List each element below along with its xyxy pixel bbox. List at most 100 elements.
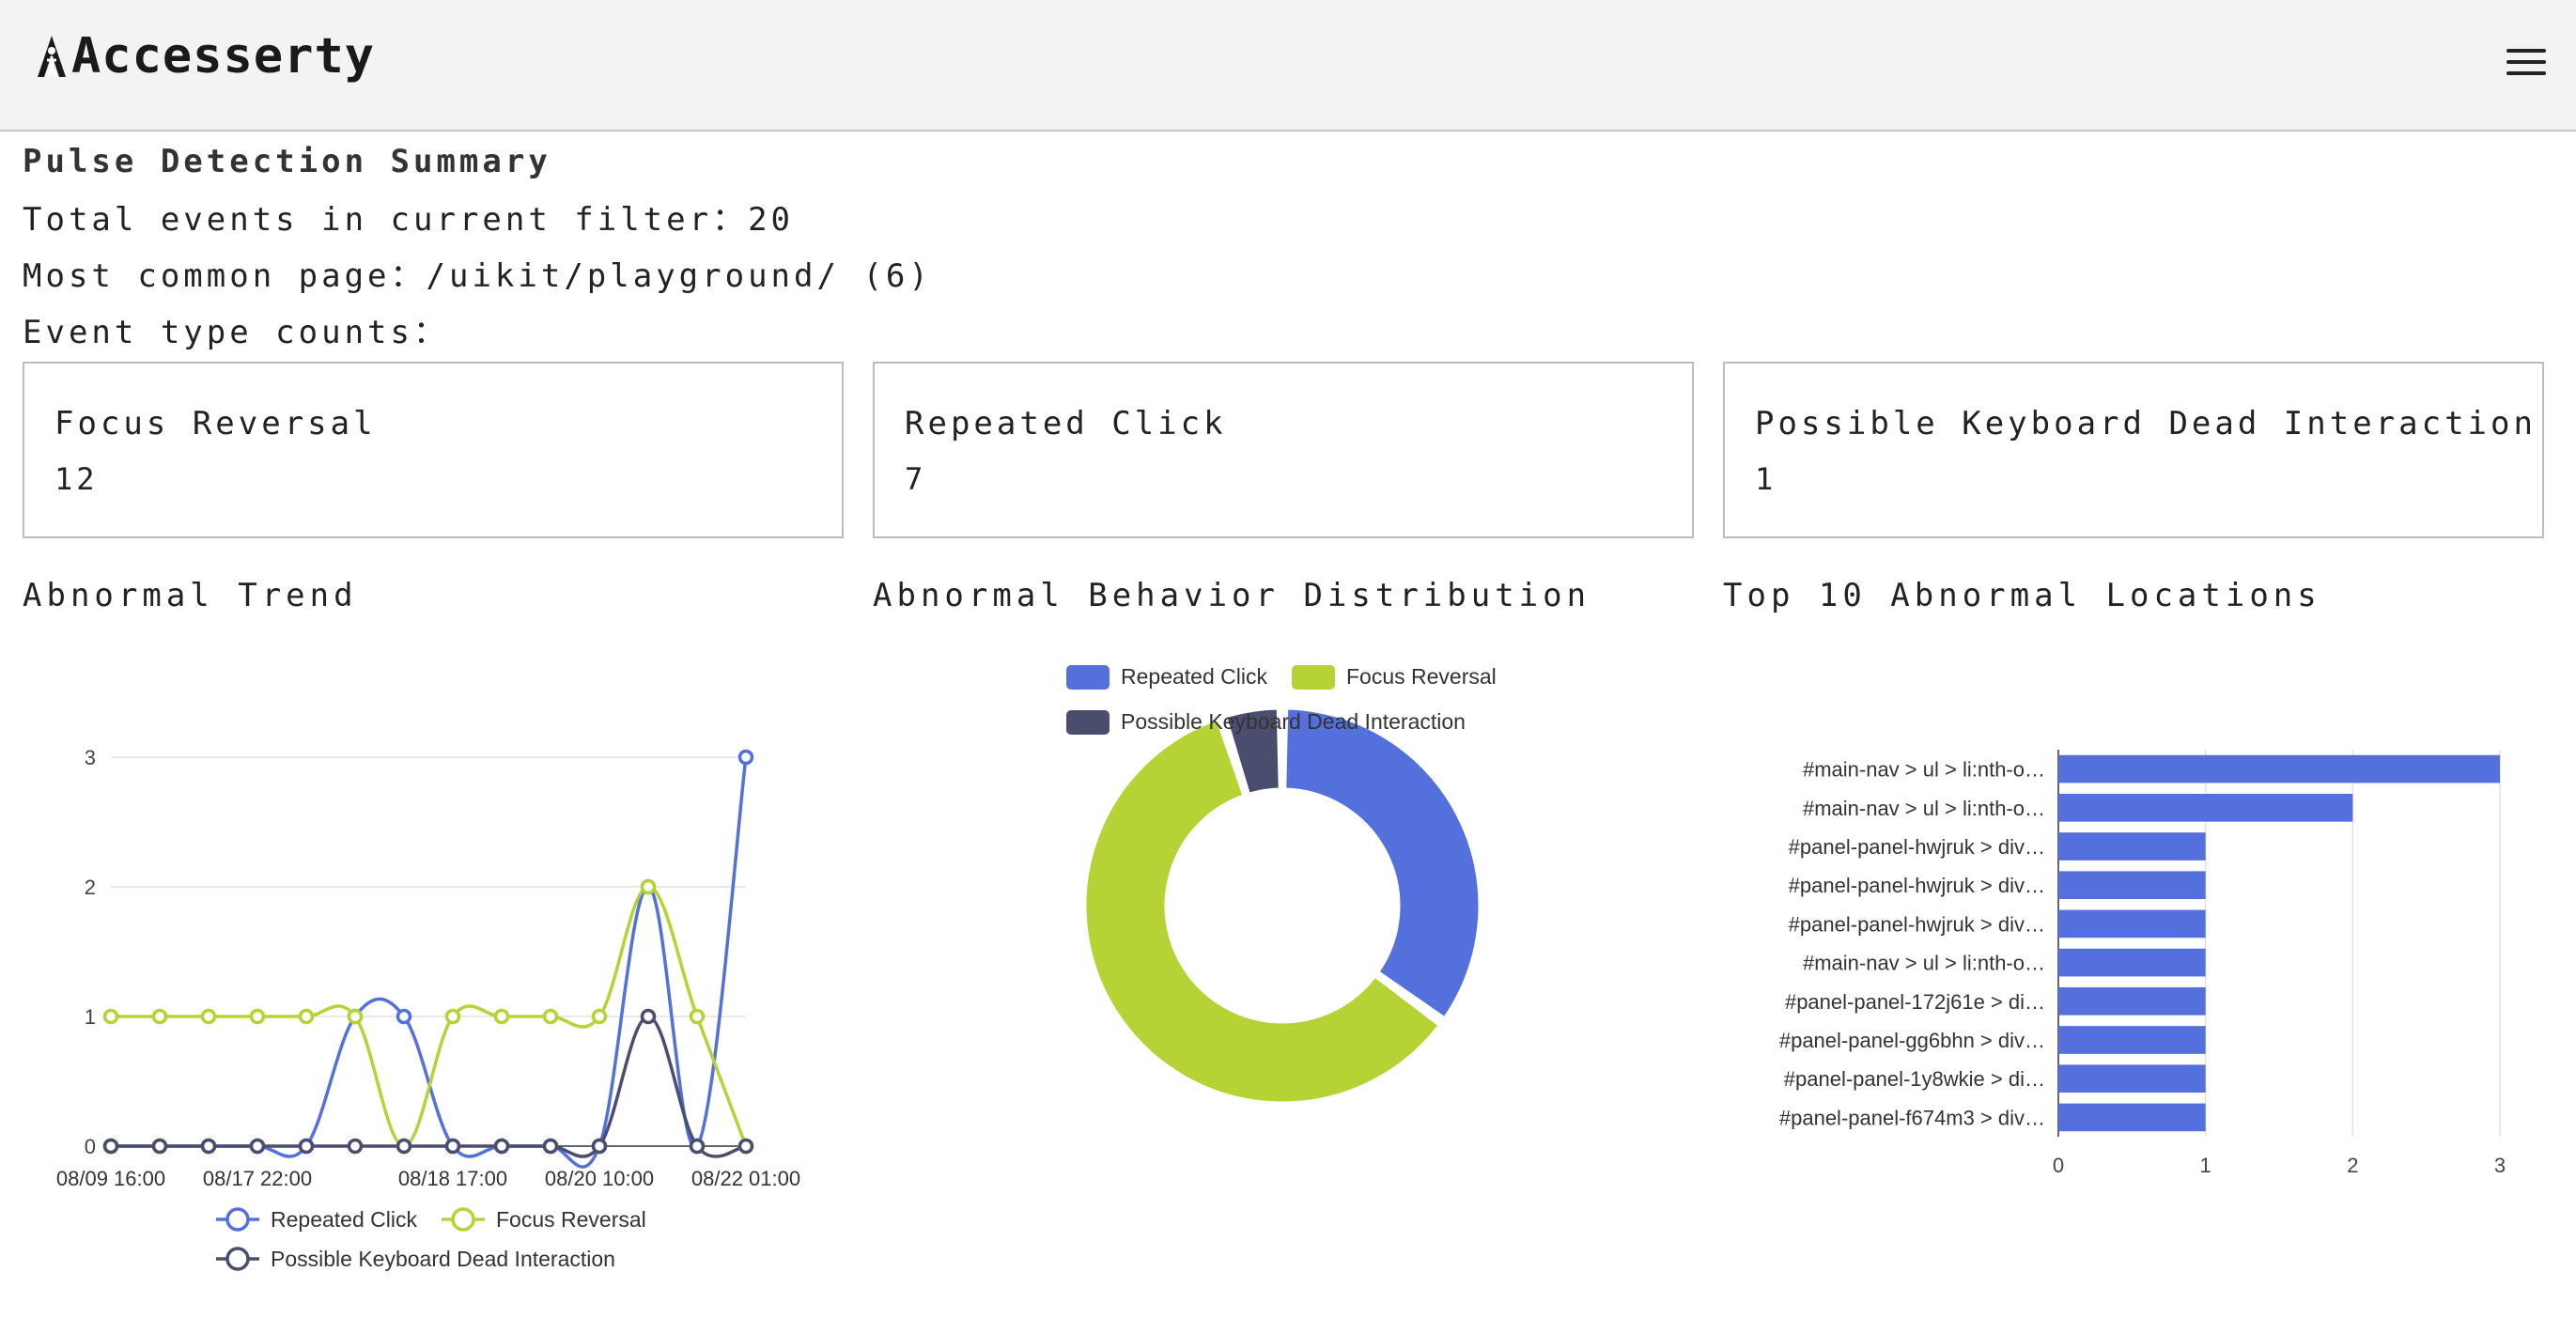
x-tick-label: 08/09 16:00: [56, 1167, 165, 1190]
legend-label[interactable]: Repeated Click: [271, 1207, 417, 1232]
y-category-label: #panel-panel-hwjruk > div…: [1789, 874, 2045, 897]
pie-slice[interactable]: [1224, 706, 1281, 796]
data-point[interactable]: [493, 1008, 510, 1025]
pulse-detection-summary: Pulse Detection Summary Total events in …: [23, 143, 932, 363]
y-category-label: #main-nav > ul > li:nth-o…: [1803, 952, 2045, 975]
legend-label[interactable]: Focus Reversal: [1346, 664, 1497, 689]
summary-title: Pulse Detection Summary: [23, 143, 551, 180]
data-point[interactable]: [347, 1008, 364, 1025]
y-category-label: #panel-panel-172j61e > di…: [1785, 990, 2045, 1014]
y-category-label: #panel-panel-f674m3 > div…: [1779, 1106, 2045, 1129]
data-point[interactable]: [102, 1008, 119, 1025]
abnormal-trend-chart[interactable]: 0 1 2 3 08/09 16:00 08/17 22:00 08/18 17:00 08/…: [0, 648, 846, 1296]
data-point[interactable]: [737, 749, 754, 766]
y-category-label: #panel-panel-hwjruk > div…: [1789, 912, 2045, 936]
brand-logo[interactable]: Accesserty: [36, 28, 375, 85]
data-point[interactable]: [689, 1138, 706, 1155]
data-point[interactable]: [249, 1138, 266, 1155]
data-point[interactable]: [151, 1008, 168, 1025]
data-point[interactable]: [151, 1138, 168, 1155]
data-point[interactable]: [689, 1008, 706, 1025]
bar[interactable]: [2058, 948, 2206, 977]
top-navbar: Accesserty: [0, 0, 2576, 132]
data-point[interactable]: [542, 1138, 559, 1155]
y-category-label: #panel-panel-gg6bhn > div…: [1779, 1029, 2045, 1052]
abnormal-locations-chart[interactable]: 0 1 2 3 #main-nav > ul > li:nth-o… #main-nav …: [1723, 648, 2559, 1193]
legend-swatch[interactable]: [1066, 710, 1110, 735]
data-point[interactable]: [298, 1138, 315, 1155]
bar[interactable]: [2058, 1064, 2206, 1094]
x-tick-label: 08/20 10:00: [545, 1167, 654, 1190]
data-point[interactable]: [640, 1008, 657, 1025]
data-point[interactable]: [396, 1138, 412, 1155]
bar[interactable]: [2058, 754, 2500, 783]
legend-marker[interactable]: [225, 1247, 250, 1271]
legend-label[interactable]: Possible Keyboard Dead Interaction: [271, 1247, 615, 1271]
data-point[interactable]: [737, 1138, 754, 1155]
hamburger-menu-icon[interactable]: [2497, 41, 2555, 86]
behavior-distribution-title: Abnormal Behavior Distribution: [873, 577, 1591, 614]
legend-swatch[interactable]: [1292, 665, 1335, 690]
bar[interactable]: [2058, 871, 2206, 900]
y-category-label: #main-nav > ul > li:nth-o…: [1803, 797, 2045, 820]
data-point[interactable]: [542, 1008, 559, 1025]
total-events-text: Total events in current filter：20: [23, 201, 795, 239]
y-tick-label: 3: [85, 746, 96, 769]
event-type-card-repeated-click: Repeated Click 7: [873, 362, 1694, 538]
card-value: 12: [54, 461, 99, 497]
legend-swatch[interactable]: [1066, 665, 1110, 690]
data-point[interactable]: [640, 878, 657, 895]
data-point[interactable]: [591, 1138, 608, 1155]
x-tick-label: 0: [2053, 1154, 2064, 1177]
brand-name: Accesserty: [71, 28, 376, 85]
data-point[interactable]: [444, 1008, 461, 1025]
legend-marker[interactable]: [451, 1207, 475, 1232]
x-tick-label: 08/17 22:00: [203, 1167, 312, 1190]
bar[interactable]: [2058, 793, 2353, 822]
y-category-label: #panel-panel-hwjruk > div…: [1789, 835, 2045, 859]
data-point[interactable]: [200, 1008, 217, 1025]
pie-slice[interactable]: [1283, 706, 1482, 1020]
data-point[interactable]: [102, 1138, 119, 1155]
legend-label[interactable]: Focus Reversal: [496, 1207, 646, 1232]
data-point[interactable]: [396, 1008, 412, 1025]
event-type-card-keyboard-dead-interaction: Possible Keyboard Dead Interaction 1: [1723, 362, 2544, 538]
pie-slice[interactable]: [1083, 718, 1441, 1105]
x-tick-label: 3: [2494, 1154, 2506, 1177]
data-point[interactable]: [298, 1008, 315, 1025]
bar[interactable]: [2058, 909, 2206, 938]
x-tick-label: 2: [2347, 1154, 2358, 1177]
most-common-page-text: Most common page：/uikit/playground/ (6): [23, 257, 932, 295]
bar[interactable]: [2058, 1103, 2206, 1132]
x-tick-label: 1: [2200, 1154, 2211, 1177]
data-point[interactable]: [493, 1138, 510, 1155]
y-category-label: #panel-panel-1y8wkie > di…: [1784, 1067, 2045, 1091]
legend-label[interactable]: Repeated Click: [1121, 664, 1267, 689]
data-point[interactable]: [347, 1138, 364, 1155]
data-point[interactable]: [200, 1138, 217, 1155]
legend-marker[interactable]: [225, 1207, 250, 1232]
abnormal-locations-title: Top 10 Abnormal Locations: [1723, 577, 2321, 614]
bar[interactable]: [2058, 1026, 2206, 1054]
series-line: [110, 756, 748, 1169]
card-label: Repeated Click: [905, 405, 1227, 442]
legend-label[interactable]: Possible Keyboard Dead Interaction: [1121, 709, 1466, 734]
behavior-distribution-chart[interactable]: Repeated Click Focus Reversal Possible Key…: [850, 648, 1715, 1137]
data-point[interactable]: [249, 1008, 266, 1025]
x-tick-label: 08/18 17:00: [398, 1167, 507, 1190]
abnormal-trend-title: Abnormal Trend: [23, 577, 358, 614]
event-type-counts-label: Event type counts：: [23, 314, 449, 351]
event-type-card-focus-reversal: Focus Reversal 12: [23, 362, 844, 538]
y-tick-label: 0: [85, 1135, 96, 1158]
accessibility-logo-icon: [38, 36, 66, 77]
data-point[interactable]: [591, 1008, 608, 1025]
card-value: 7: [905, 461, 927, 497]
y-category-label: #main-nav > ul > li:nth-o…: [1803, 758, 2045, 782]
data-point[interactable]: [444, 1138, 461, 1155]
card-label: Possible Keyboard Dead Interaction: [1755, 405, 2537, 442]
bar[interactable]: [2058, 986, 2206, 1016]
card-label: Focus Reversal: [54, 405, 377, 442]
y-tick-label: 1: [85, 1005, 96, 1029]
bar[interactable]: [2058, 832, 2206, 861]
x-tick-label: 08/22 01:00: [691, 1167, 800, 1190]
